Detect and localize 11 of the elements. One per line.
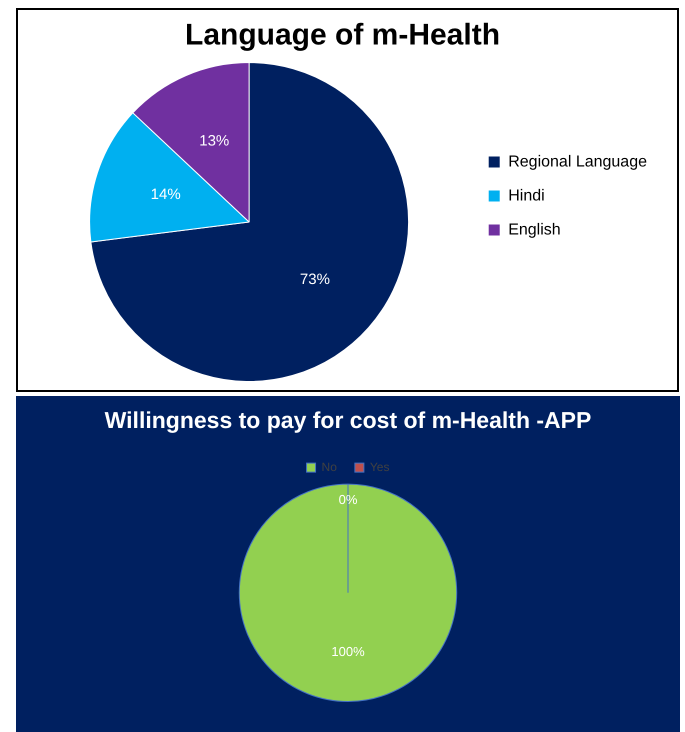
data-label: 14% — [150, 186, 181, 204]
legend-label: Hindi — [508, 187, 545, 204]
chart-title: Language of m-Health — [184, 18, 500, 52]
chart-title: Willingness to pay for cost of m-Health -APP — [104, 407, 592, 434]
data-label: 73% — [300, 271, 330, 288]
legend-label: English — [508, 221, 561, 238]
legend-label: Regional Language — [508, 153, 648, 170]
legend-label: Yes — [370, 460, 390, 474]
legend-label: No — [322, 460, 338, 474]
data-label: 13% — [199, 132, 230, 150]
data-label: 100% — [331, 644, 366, 660]
